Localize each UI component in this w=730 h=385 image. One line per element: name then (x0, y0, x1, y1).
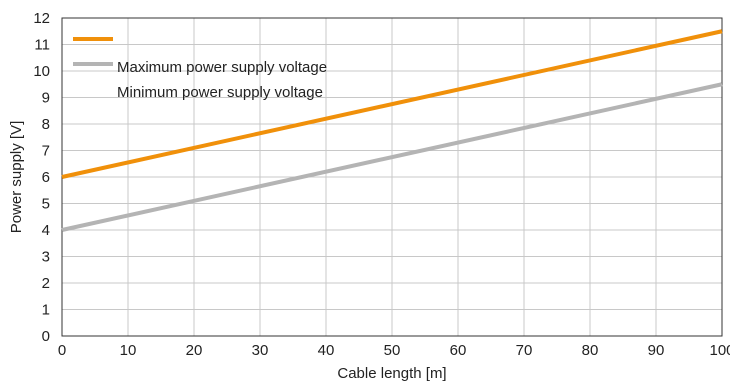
x-tick-label: 50 (384, 342, 401, 359)
y-tick-label: 5 (42, 196, 50, 213)
y-tick-label: 9 (42, 90, 50, 107)
y-tick-label: 3 (42, 249, 50, 266)
y-tick-label: 7 (42, 143, 50, 160)
x-tick-label: 70 (516, 342, 533, 359)
y-tick-label: 0 (42, 328, 50, 345)
x-tick-label: 80 (582, 342, 599, 359)
tick-labels: 01020304050607080901000123456789101112 (33, 10, 730, 359)
y-tick-label: 11 (34, 37, 50, 54)
legend-label: Minimum power supply voltage (117, 84, 323, 101)
y-tick-label: 1 (42, 302, 50, 319)
y-tick-label: 6 (42, 169, 50, 186)
x-tick-label: 10 (120, 342, 137, 359)
x-tick-label: 30 (252, 342, 269, 359)
x-tick-label: 90 (648, 342, 665, 359)
y-axis-label: Power supply [V] (8, 121, 25, 234)
y-tick-label: 8 (42, 116, 50, 133)
x-tick-label: 20 (186, 342, 203, 359)
legend: Maximum power supply voltage Minimum powe… (73, 37, 327, 101)
y-tick-label: 2 (42, 275, 50, 292)
y-tick-label: 10 (33, 63, 50, 80)
x-tick-label: 60 (450, 342, 467, 359)
y-tick-label: 12 (33, 10, 50, 27)
series-line-minimum (61, 82, 723, 232)
x-axis-label: Cable length [m] (337, 365, 446, 382)
x-tick-label: 100 (709, 342, 730, 359)
x-tick-label: 40 (318, 342, 335, 359)
series-lines (61, 29, 723, 232)
x-tick-label: 0 (58, 342, 66, 359)
series-line-maximum (61, 29, 723, 179)
legend-label: Maximum power supply voltage (117, 59, 327, 76)
y-tick-label: 4 (42, 222, 50, 239)
